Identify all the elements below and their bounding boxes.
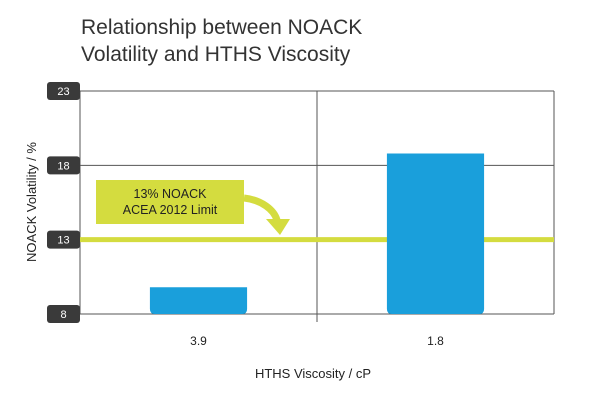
annotation-line-2: ACEA 2012 Limit <box>123 203 218 217</box>
annotation-arrow-icon <box>243 194 281 222</box>
x-axis-ticks: 3.9 1.8 <box>190 334 444 348</box>
bar-0 <box>149 287 248 314</box>
chart-title-line-1: Relationship between NOACK <box>81 16 363 39</box>
chart-title: Relationship between NOACK Volatility an… <box>81 14 501 68</box>
x-tick-label-1: 1.8 <box>427 334 444 348</box>
y-tick-label-1: 13 <box>57 235 69 247</box>
annotation-arrowhead-icon <box>266 219 290 235</box>
x-axis-label: HTHS Viscosity / cP <box>255 366 371 381</box>
y-axis-ticks: 8 13 18 23 <box>47 82 80 323</box>
annotation-box <box>96 180 244 224</box>
x-tick-label-0: 3.9 <box>190 334 207 348</box>
y-tick-badge-1 <box>47 230 80 249</box>
y-tick-badge-3 <box>47 82 80 100</box>
y-axis-label: NOACK Volatility / % <box>24 142 39 262</box>
chart-title-line-2: Volatility and HTHS Viscosity <box>81 43 351 66</box>
y-tick-label-2: 18 <box>57 160 69 172</box>
y-tick-label-3: 23 <box>57 86 69 98</box>
y-tick-label-0: 8 <box>60 309 66 321</box>
y-tick-badge-2 <box>47 156 80 175</box>
bar-1 <box>386 153 485 314</box>
bars <box>149 153 485 314</box>
y-tick-badge-0 <box>47 305 80 323</box>
annotation-line-1: 13% NOACK <box>134 187 208 201</box>
limit-annotation: 13% NOACK ACEA 2012 Limit <box>96 180 290 235</box>
